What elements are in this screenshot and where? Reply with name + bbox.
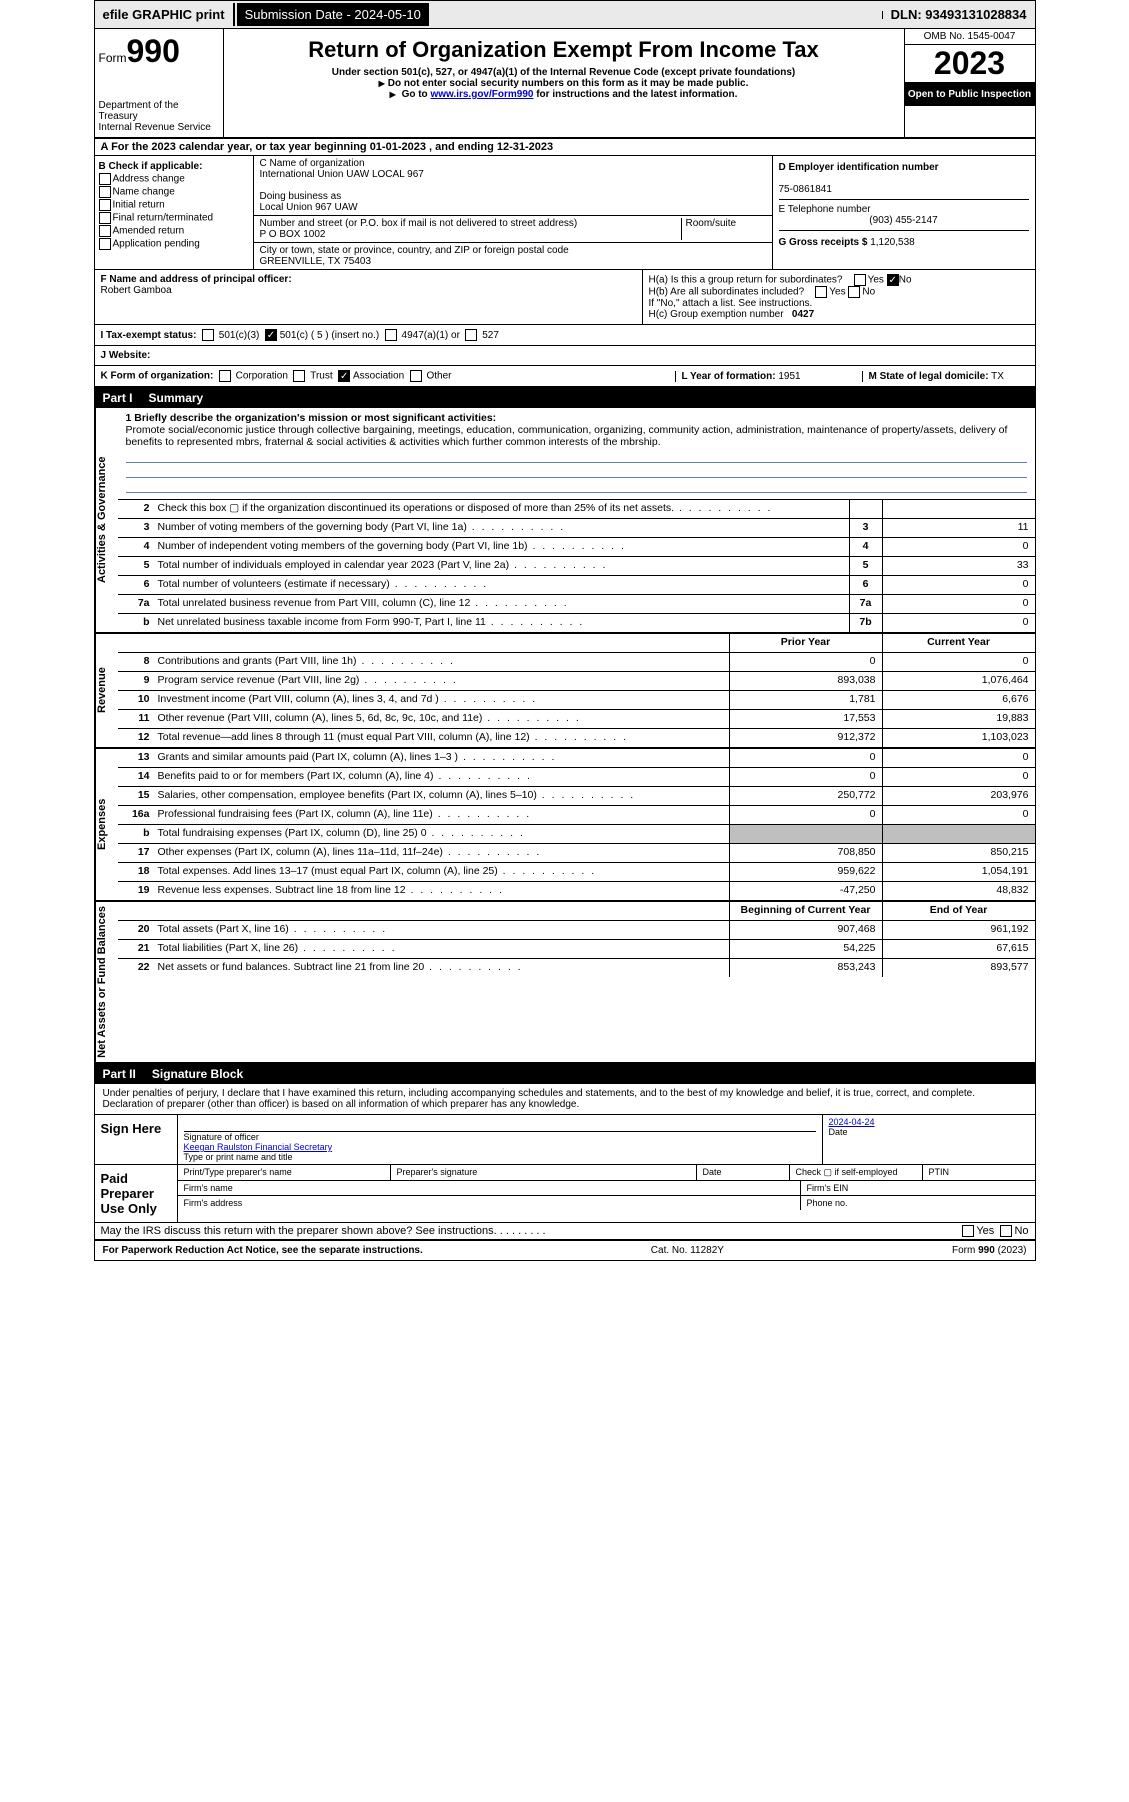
summary-line: 11 Other revenue (Part VIII, column (A),… xyxy=(118,710,1035,729)
rev-header: Prior Year Current Year xyxy=(118,634,1035,653)
sign-here-label: Sign Here xyxy=(95,1115,178,1164)
summary-line: 10 Investment income (Part VIII, column … xyxy=(118,691,1035,710)
summary-line: 19 Revenue less expenses. Subtract line … xyxy=(118,882,1035,900)
summary-line: 6 Total number of volunteers (estimate i… xyxy=(118,576,1035,595)
exp-label: Expenses xyxy=(95,749,118,900)
net-label: Net Assets or Fund Balances xyxy=(95,902,118,1062)
summary-line: 5 Total number of individuals employed i… xyxy=(118,557,1035,576)
footer: For Paperwork Reduction Act Notice, see … xyxy=(95,1240,1035,1260)
top-bar: efile GRAPHIC print Submission Date - 20… xyxy=(95,1,1035,29)
col-c: C Name of organization International Uni… xyxy=(254,156,773,269)
summary-line: b Total fundraising expenses (Part IX, c… xyxy=(118,825,1035,844)
part2-header: Part II Signature Block xyxy=(95,1064,1035,1084)
sig-date: 2024-04-24 xyxy=(829,1117,875,1127)
subtitle-1: Under section 501(c), 527, or 4947(a)(1)… xyxy=(228,67,900,78)
officer-name[interactable]: Keegan Raulston Financial Secretary xyxy=(184,1142,333,1152)
form-of-org: K Form of organization: Corporation Trus… xyxy=(101,370,675,382)
checkbox-icon[interactable] xyxy=(99,199,111,211)
row-a: A For the 2023 calendar year, or tax yea… xyxy=(95,139,1035,156)
perjury-text: Under penalties of perjury, I declare th… xyxy=(95,1084,1035,1115)
col-d: D Employer identification number 75-0861… xyxy=(773,156,1035,269)
tax-year: 2023 xyxy=(905,45,1035,83)
discuss-row: May the IRS discuss this return with the… xyxy=(95,1223,1035,1240)
submission-date: Submission Date - 2024-05-10 xyxy=(237,3,429,26)
summary-line: 8 Contributions and grants (Part VIII, l… xyxy=(118,653,1035,672)
state-domicile: M State of legal domicile: TX xyxy=(862,371,1029,382)
form-title-cell: Return of Organization Exempt From Incom… xyxy=(224,29,904,137)
subtitle-3: Go to www.irs.gov/Form990 for instructio… xyxy=(228,89,900,100)
irs: Internal Revenue Service xyxy=(99,122,219,133)
gross-receipts: 1,120,538 xyxy=(870,237,915,248)
form-id-cell: Form990 Department of the Treasury Inter… xyxy=(95,29,224,137)
rev-label: Revenue xyxy=(95,634,118,747)
col-b: B Check if applicable: Address change Na… xyxy=(95,156,254,269)
summary-line: 4 Number of independent voting members o… xyxy=(118,538,1035,557)
check-icon: ✓ xyxy=(265,329,277,341)
org-name: International Union UAW LOCAL 967 xyxy=(260,169,766,180)
mission: 1 Briefly describe the organization's mi… xyxy=(118,408,1035,500)
form-number: 990 xyxy=(127,33,180,69)
principal-officer: F Name and address of principal officer:… xyxy=(95,270,643,324)
website-row: J Website: xyxy=(95,346,1035,366)
ein: 75-0861841 xyxy=(779,184,832,195)
summary-line: 3 Number of voting members of the govern… xyxy=(118,519,1035,538)
gov-label: Activities & Governance xyxy=(95,408,118,632)
summary-line: 22 Net assets or fund balances. Subtract… xyxy=(118,959,1035,977)
city: GREENVILLE, TX 75403 xyxy=(260,256,766,267)
summary-line: 15 Salaries, other compensation, employe… xyxy=(118,787,1035,806)
check-icon: ✓ xyxy=(887,274,899,286)
net-header: Beginning of Current Year End of Year xyxy=(118,902,1035,921)
summary-line: 2 Check this box ▢ if the organization d… xyxy=(118,500,1035,519)
efile-label: efile GRAPHIC print xyxy=(95,3,235,26)
checkbox-icon[interactable] xyxy=(99,225,111,237)
summary-line: 12 Total revenue—add lines 8 through 11 … xyxy=(118,729,1035,747)
open-inspection: Open to Public Inspection xyxy=(905,83,1035,106)
dba: Local Union 967 UAW xyxy=(260,202,766,213)
check-icon: ✓ xyxy=(338,370,350,382)
tax-exempt-row: I Tax-exempt status: 501(c)(3) ✓ 501(c) … xyxy=(95,325,1035,346)
summary-line: 7a Total unrelated business revenue from… xyxy=(118,595,1035,614)
part1-header: Part I Summary xyxy=(95,388,1035,408)
summary-line: 16a Professional fundraising fees (Part … xyxy=(118,806,1035,825)
checkbox-icon[interactable] xyxy=(99,186,111,198)
year-cell: OMB No. 1545-0047 2023 Open to Public In… xyxy=(904,29,1035,137)
summary-line: 13 Grants and similar amounts paid (Part… xyxy=(118,749,1035,768)
summary-line: b Net unrelated business taxable income … xyxy=(118,614,1035,632)
form-word: Form xyxy=(99,51,127,65)
summary-line: 14 Benefits paid to or for members (Part… xyxy=(118,768,1035,787)
checkbox-icon[interactable] xyxy=(99,238,111,250)
year-formation: L Year of formation: 1951 xyxy=(675,371,862,382)
summary-line: 17 Other expenses (Part IX, column (A), … xyxy=(118,844,1035,863)
telephone: (903) 455-2147 xyxy=(779,215,1029,226)
summary-line: 21 Total liabilities (Part X, line 26) 5… xyxy=(118,940,1035,959)
group-return: H(a) Is this a group return for subordin… xyxy=(643,270,1035,324)
summary-line: 9 Program service revenue (Part VIII, li… xyxy=(118,672,1035,691)
spacer xyxy=(431,11,883,19)
paid-preparer-label: Paid Preparer Use Only xyxy=(95,1165,178,1222)
irs-link[interactable]: www.irs.gov/Form990 xyxy=(430,89,533,100)
checkbox-icon[interactable] xyxy=(99,173,111,185)
dept-treasury: Department of the Treasury xyxy=(99,100,219,122)
checkbox-icon[interactable] xyxy=(99,212,111,224)
summary-line: 20 Total assets (Part X, line 16) 907,46… xyxy=(118,921,1035,940)
street: P O BOX 1002 xyxy=(260,229,681,240)
subtitle-2: Do not enter social security numbers on … xyxy=(228,78,900,89)
form-title: Return of Organization Exempt From Incom… xyxy=(228,37,900,63)
dln: DLN: 93493131028834 xyxy=(883,3,1035,26)
summary-line: 18 Total expenses. Add lines 13–17 (must… xyxy=(118,863,1035,882)
omb-number: OMB No. 1545-0047 xyxy=(905,29,1035,45)
